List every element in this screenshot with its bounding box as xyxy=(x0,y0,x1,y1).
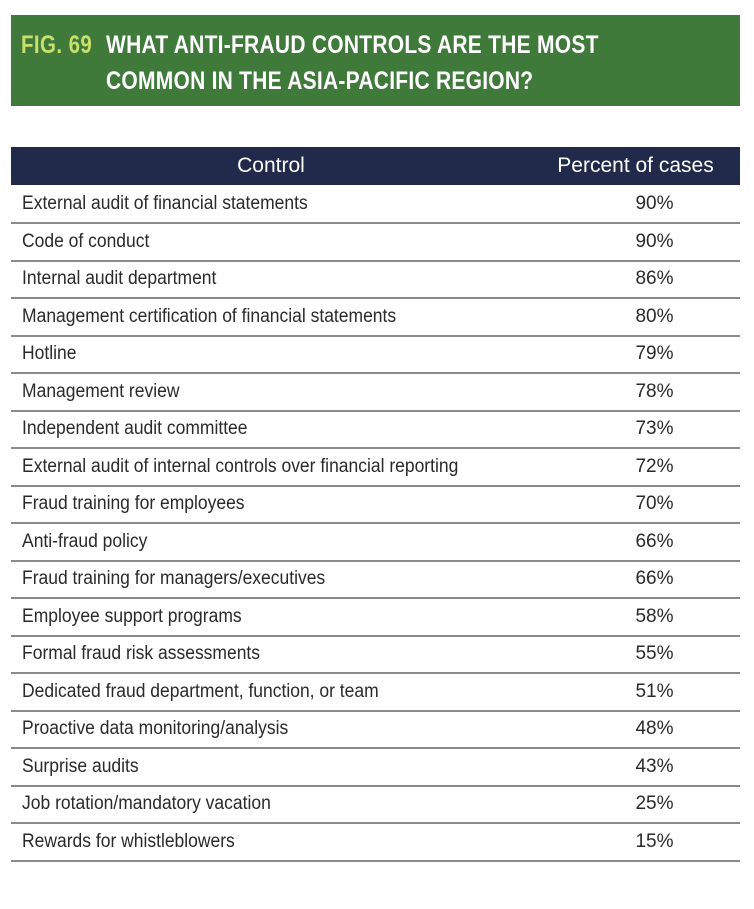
table-row: Hotline 79% xyxy=(11,337,740,374)
control-cell: External audit of financial statements xyxy=(22,192,308,214)
percent-cell: 79% xyxy=(635,343,674,365)
table-row: Management review 78% xyxy=(11,374,740,412)
control-cell: Formal fraud risk assessments xyxy=(22,643,261,665)
column-header-percent: Percent of cases xyxy=(557,154,714,177)
control-cell: Fraud training for managers/executives xyxy=(22,568,326,590)
control-cell: External audit of internal controls over… xyxy=(22,455,459,477)
percent-cell: 86% xyxy=(635,268,674,290)
percent-cell: 90% xyxy=(635,230,674,252)
control-cell: Hotline xyxy=(22,343,77,365)
control-cell: Surprise audits xyxy=(22,755,139,777)
table-row: Proactive data monitoring/analysis 48% xyxy=(11,712,740,749)
percent-cell: 25% xyxy=(635,793,674,815)
control-cell: Independent audit committee xyxy=(22,418,248,440)
percent-cell: 55% xyxy=(635,643,674,665)
percent-cell: 73% xyxy=(635,418,674,440)
table-row: Internal audit department 86% xyxy=(11,262,740,299)
table-row: Code of conduct 90% xyxy=(11,224,740,262)
percent-cell: 72% xyxy=(635,455,674,477)
table-row: External audit of financial statements 90… xyxy=(11,185,740,224)
control-cell: Rewards for whistleblowers xyxy=(22,830,235,852)
percent-cell: 15% xyxy=(635,830,674,852)
table-row: Fraud training for employees 70% xyxy=(11,487,740,524)
column-header-control: Control xyxy=(237,154,305,177)
controls-table: Control Percent of cases External audit … xyxy=(11,147,740,862)
table-row: Job rotation/mandatory vacation 25% xyxy=(11,787,740,824)
table-row: Rewards for whistleblowers 15% xyxy=(11,824,740,862)
percent-cell: 90% xyxy=(635,192,674,214)
control-cell: Fraud training for employees xyxy=(22,493,245,515)
figure-label: FIG. 69 xyxy=(21,31,93,59)
percent-cell: 80% xyxy=(635,305,674,327)
control-cell: Management certification of financial st… xyxy=(22,305,397,327)
table-header: Control Percent of cases xyxy=(11,147,740,185)
control-cell: Proactive data monitoring/analysis xyxy=(22,718,289,740)
control-cell: Management review xyxy=(22,380,180,402)
table-row: Management certification of financial st… xyxy=(11,299,740,337)
percent-cell: 48% xyxy=(635,718,674,740)
table-row: Dedicated fraud department, function, or… xyxy=(11,674,740,712)
table-row: Anti-fraud policy 66% xyxy=(11,524,740,562)
table-row: Formal fraud risk assessments 55% xyxy=(11,637,740,674)
table-body: External audit of financial statements 90… xyxy=(11,185,740,862)
percent-cell: 78% xyxy=(635,380,674,402)
table-row: Employee support programs 58% xyxy=(11,599,740,637)
control-cell: Internal audit department xyxy=(22,268,217,290)
control-cell: Dedicated fraud department, function, or… xyxy=(22,680,379,702)
percent-cell: 66% xyxy=(635,568,674,590)
table-row: External audit of internal controls over… xyxy=(11,449,740,487)
figure-header: FIG. 69 WHAT ANTI-FRAUD CONTROLS ARE THE… xyxy=(11,15,740,106)
control-cell: Job rotation/mandatory vacation xyxy=(22,793,271,815)
control-cell: Anti-fraud policy xyxy=(22,530,148,552)
percent-cell: 70% xyxy=(635,493,674,515)
percent-cell: 43% xyxy=(635,755,674,777)
table-row: Fraud training for managers/executives 66… xyxy=(11,562,740,599)
figure-title: WHAT ANTI-FRAUD CONTROLS ARE THE MOST CO… xyxy=(105,31,599,95)
percent-cell: 66% xyxy=(635,530,674,552)
table-row: Independent audit committee 73% xyxy=(11,412,740,449)
control-cell: Code of conduct xyxy=(22,230,150,252)
percent-cell: 51% xyxy=(635,680,674,702)
percent-cell: 58% xyxy=(635,605,674,627)
control-cell: Employee support programs xyxy=(22,605,242,627)
table-row: Surprise audits 43% xyxy=(11,749,740,787)
